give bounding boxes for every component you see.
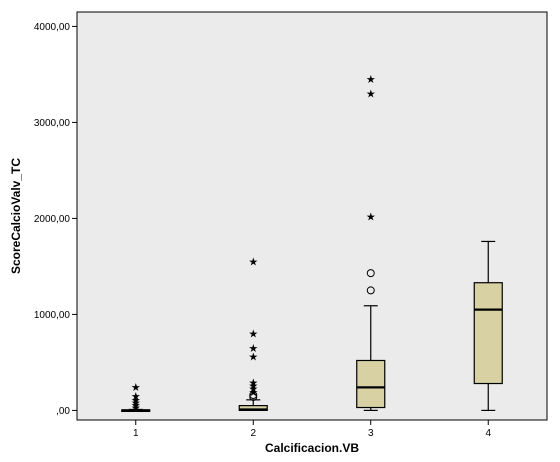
x-tick-label: 4 — [485, 428, 491, 439]
outlier-star: ★ — [248, 386, 258, 399]
y-tick-label: 3000,00 — [34, 118, 71, 129]
outlier-circle — [249, 391, 258, 400]
outlier-star: ★ — [131, 381, 141, 394]
outlier-star: ★ — [366, 210, 376, 223]
box — [356, 359, 386, 409]
outlier-circle — [366, 269, 375, 278]
y-axis-title: ScoreCalcioValv_TC — [9, 158, 23, 274]
outlier-star: ★ — [248, 342, 258, 355]
x-axis: 1 2 3 4 — [133, 420, 491, 439]
box-group-2: ★★★★★★★★ — [238, 256, 268, 412]
y-tick-label: 2000,00 — [34, 214, 71, 225]
box — [473, 282, 503, 385]
outlier-star: ★ — [131, 397, 141, 410]
outlier-circle — [366, 286, 375, 295]
outlier-star: ★ — [248, 328, 258, 341]
outlier-star: ★ — [248, 351, 258, 364]
y-tick-label: 1000,00 — [34, 310, 71, 321]
y-tick-label: 4000,00 — [34, 22, 71, 33]
outlier-star: ★ — [131, 402, 141, 415]
outlier-star: ★ — [131, 390, 141, 403]
y-axis: ,00 1000,00 2000,00 3000,00 4000,00 — [34, 22, 77, 417]
outlier-star: ★ — [366, 88, 376, 101]
box-group-4 — [473, 240, 503, 411]
box-group-3: ★ ★ ★ — [356, 73, 386, 411]
outlier-star: ★ — [131, 394, 141, 407]
outlier-star: ★ — [248, 379, 258, 392]
box-group-1: ★★★★★★ — [121, 381, 151, 415]
outlier-star: ★ — [248, 377, 258, 390]
boxes: ★★★★★★ ★★★★★★★★★★★ — [121, 73, 503, 415]
outlier-star: ★ — [131, 399, 141, 412]
x-tick-label: 1 — [133, 428, 139, 439]
outlier-star: ★ — [248, 256, 258, 269]
x-axis-title: Calcificacion.VB — [265, 441, 359, 455]
y-tick-label: ,00 — [56, 406, 70, 417]
x-tick-label: 2 — [250, 428, 256, 439]
x-tick-label: 3 — [368, 428, 374, 439]
plot-area — [76, 11, 548, 421]
outlier-star: ★ — [366, 73, 376, 86]
outlier-star: ★ — [248, 382, 258, 395]
